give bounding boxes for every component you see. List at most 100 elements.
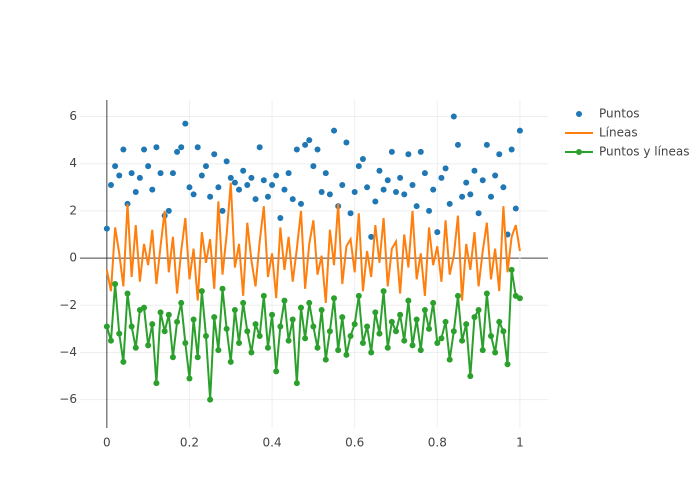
point xyxy=(293,146,300,153)
point xyxy=(285,337,292,344)
y-tick-label: 0 xyxy=(69,251,77,265)
point xyxy=(314,344,321,351)
point xyxy=(454,141,461,148)
point xyxy=(355,163,362,170)
point xyxy=(442,318,449,325)
point xyxy=(479,347,486,354)
point xyxy=(471,167,478,174)
point xyxy=(467,191,474,198)
point xyxy=(120,358,127,365)
point xyxy=(190,191,197,198)
x-tick-label: 0.2 xyxy=(180,436,199,450)
point xyxy=(211,151,218,158)
point xyxy=(322,356,329,363)
point xyxy=(306,137,313,144)
legend-marker xyxy=(576,111,582,117)
point xyxy=(384,344,391,351)
point xyxy=(132,344,139,351)
point xyxy=(512,205,519,212)
point xyxy=(359,155,366,162)
point xyxy=(269,181,276,188)
legend-label: Puntos xyxy=(599,107,640,121)
point xyxy=(392,189,399,196)
point xyxy=(500,184,507,191)
y-tick-label: 2 xyxy=(69,203,77,217)
point xyxy=(153,144,160,151)
point xyxy=(256,144,263,151)
point xyxy=(504,361,511,368)
point xyxy=(103,225,110,232)
point xyxy=(405,297,412,304)
point xyxy=(417,148,424,155)
point xyxy=(516,295,523,302)
point xyxy=(260,292,267,299)
point xyxy=(289,196,296,203)
point xyxy=(223,158,230,165)
point xyxy=(496,151,503,158)
point xyxy=(364,323,371,330)
point xyxy=(141,304,148,311)
point xyxy=(454,292,461,299)
point xyxy=(207,193,214,200)
point xyxy=(252,196,259,203)
point xyxy=(376,167,383,174)
point xyxy=(347,332,354,339)
point xyxy=(471,314,478,321)
point xyxy=(112,281,119,288)
point xyxy=(397,311,404,318)
point xyxy=(413,203,420,210)
point xyxy=(256,332,263,339)
point xyxy=(331,295,338,302)
point xyxy=(368,349,375,356)
point xyxy=(376,330,383,337)
point xyxy=(475,307,482,314)
point xyxy=(289,316,296,323)
point xyxy=(475,210,482,217)
point xyxy=(372,309,379,316)
point xyxy=(136,174,143,181)
point xyxy=(244,328,251,335)
point xyxy=(141,146,148,153)
point xyxy=(322,170,329,177)
point xyxy=(450,113,457,120)
point xyxy=(405,151,412,158)
point xyxy=(161,328,168,335)
point xyxy=(487,332,494,339)
point xyxy=(335,347,342,354)
point xyxy=(442,165,449,172)
point xyxy=(297,304,304,311)
point xyxy=(438,174,445,181)
point xyxy=(343,139,350,146)
point xyxy=(430,186,437,193)
point xyxy=(384,177,391,184)
point xyxy=(479,177,486,184)
point xyxy=(314,146,321,153)
point xyxy=(372,198,379,205)
point xyxy=(223,325,230,332)
point xyxy=(446,200,453,207)
point xyxy=(248,174,255,181)
point xyxy=(409,181,416,188)
point xyxy=(359,340,366,347)
point xyxy=(264,193,271,200)
point xyxy=(326,191,333,198)
point xyxy=(215,184,222,191)
point xyxy=(281,186,288,193)
point xyxy=(178,299,185,306)
point xyxy=(182,340,189,347)
point xyxy=(202,163,209,170)
point xyxy=(401,337,408,344)
point xyxy=(202,332,209,339)
point xyxy=(190,316,197,323)
x-tick-label: 0 xyxy=(103,436,111,450)
point xyxy=(236,186,243,193)
point xyxy=(174,318,181,325)
point xyxy=(380,288,387,295)
point xyxy=(128,323,135,330)
point xyxy=(434,340,441,347)
point xyxy=(194,144,201,151)
point xyxy=(107,337,114,344)
x-tick-label: 0.6 xyxy=(345,436,364,450)
point xyxy=(500,328,507,335)
